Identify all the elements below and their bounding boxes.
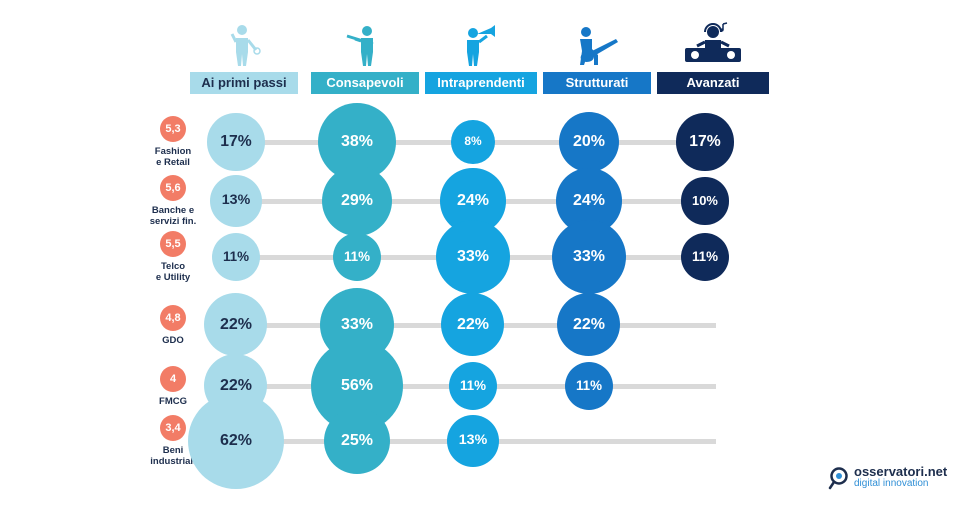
data-bubble: 13% xyxy=(210,175,262,227)
sector-label: FMCG xyxy=(133,396,213,407)
magnifier-icon xyxy=(828,467,848,490)
sector-label: Beni industriali xyxy=(133,445,213,467)
sector-score-badge: 3,4 xyxy=(160,415,186,441)
data-bubble: 17% xyxy=(676,113,734,171)
data-bubble: 11% xyxy=(211,232,261,282)
data-bubble: 8% xyxy=(451,120,495,164)
data-bubble: 11% xyxy=(680,232,730,282)
category-header: Ai primi passi xyxy=(190,72,298,94)
sector-score-badge: 5,5 xyxy=(160,231,186,257)
sector-label: Banche e servizi fin. xyxy=(133,205,213,227)
sector-label-line: Fashion xyxy=(154,146,192,157)
brand-tagline: digital innovation xyxy=(854,478,929,489)
data-bubble: 29% xyxy=(321,165,393,237)
sector-label-line: Banche e xyxy=(151,205,195,216)
sector-score-badge: 5,6 xyxy=(160,175,186,201)
data-bubble: 11% xyxy=(332,232,382,282)
data-bubble: 22% xyxy=(441,293,505,357)
data-bubble: 11% xyxy=(448,361,498,411)
sector-label-line: Telco xyxy=(160,261,186,272)
data-bubble: 22% xyxy=(204,293,268,357)
category-header: Consapevoli xyxy=(311,72,419,94)
brand-logo: osservatori.net digital innovation xyxy=(828,465,958,491)
data-bubble: 13% xyxy=(447,415,499,467)
data-bubble: 62% xyxy=(187,392,285,490)
sector-label-line: e Retail xyxy=(156,157,190,168)
brand-name: osservatori.net xyxy=(854,464,948,479)
data-bubble: 20% xyxy=(558,111,620,173)
flute-player-icon xyxy=(343,24,387,73)
sector-score-badge: 4 xyxy=(160,366,186,392)
data-bubble: 25% xyxy=(323,407,391,475)
sector-label-line: servizi fin. xyxy=(149,216,197,227)
data-bubble: 33% xyxy=(551,219,626,294)
data-bubble: 17% xyxy=(207,113,265,171)
trumpet-player-icon xyxy=(459,24,503,73)
sector-label-line: industriali xyxy=(150,456,196,467)
dj-icon xyxy=(683,20,743,69)
category-header: Strutturati xyxy=(543,72,651,94)
sector-score-badge: 4,8 xyxy=(160,305,186,331)
category-header: Intraprendenti xyxy=(425,72,537,94)
sector-label-line: FMCG xyxy=(159,396,187,407)
sector-label: GDO xyxy=(133,335,213,346)
sector-label-line: e Utility xyxy=(155,272,191,283)
data-bubble: 10% xyxy=(681,177,729,225)
guitarist-icon xyxy=(572,24,622,73)
category-header: Avanzati xyxy=(657,72,769,94)
data-bubble: 33% xyxy=(435,219,510,294)
singer-icon xyxy=(224,24,264,73)
sector-label: Telco e Utility xyxy=(133,261,213,283)
data-bubble: 22% xyxy=(557,293,621,357)
sector-label-line: Beni xyxy=(162,445,184,456)
sector-label-line: GDO xyxy=(162,335,184,346)
sector-score-badge: 5,3 xyxy=(160,116,186,142)
sector-label: Fashion e Retail xyxy=(133,146,213,168)
data-bubble: 11% xyxy=(564,361,614,411)
